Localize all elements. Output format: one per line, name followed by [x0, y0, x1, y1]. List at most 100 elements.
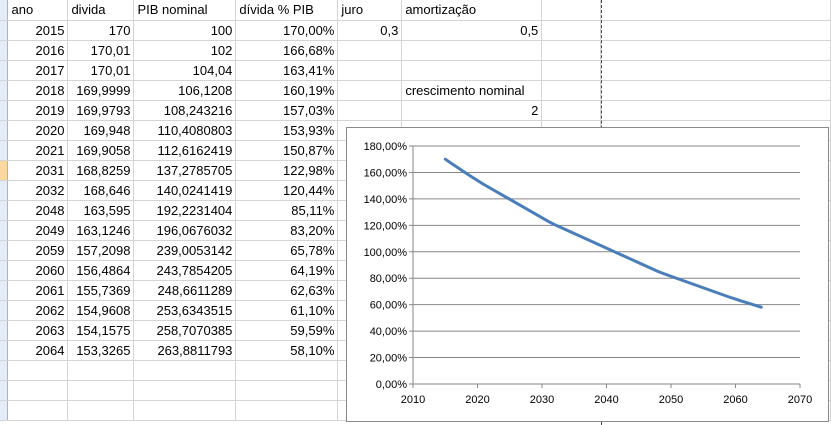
header-cell[interactable]: ano	[7, 0, 69, 21]
empty-cell[interactable]	[235, 360, 339, 381]
cell-ano[interactable]: 2019	[7, 100, 69, 121]
cell-ano[interactable]: 2032	[7, 180, 69, 201]
empty-cell[interactable]	[600, 40, 831, 61]
cell-ano[interactable]: 2020	[7, 120, 69, 141]
empty-cell[interactable]	[600, 100, 831, 121]
cell-pib-nominal[interactable]: 104,04	[133, 60, 237, 81]
empty-cell[interactable]	[541, 40, 602, 61]
empty-cell[interactable]	[7, 400, 69, 421]
cell-divida-pct-pib[interactable]: 170,00%	[235, 20, 339, 41]
header-cell[interactable]: juro	[337, 0, 403, 21]
cell-divida-pct-pib[interactable]: 85,11%	[235, 200, 339, 221]
cell-pib-nominal[interactable]: 253,6343515	[133, 300, 237, 321]
cell-pib-nominal[interactable]: 263,8811793	[133, 340, 237, 361]
cell-ano[interactable]: 2060	[7, 260, 69, 281]
cell-ano[interactable]: 2064	[7, 340, 69, 361]
cell-divida-pct-pib[interactable]: 166,68%	[235, 40, 339, 61]
empty-cell[interactable]	[541, 100, 602, 121]
cell-divida-pct-pib[interactable]: 163,41%	[235, 60, 339, 81]
line-chart[interactable]: 0,00% 20,00% 40,00% 60,00% 80,00% 100,00% 120,…	[346, 127, 829, 422]
cell-pib-nominal[interactable]: 239,0053142	[133, 240, 237, 261]
empty-cell[interactable]	[600, 20, 831, 41]
cell-pib-nominal[interactable]: 258,7070385	[133, 320, 237, 341]
empty-cell[interactable]	[235, 380, 339, 401]
cell-divida-pct-pib[interactable]: 150,87%	[235, 140, 339, 161]
cell-divida-pct-pib[interactable]: 153,93%	[235, 120, 339, 141]
empty-cell[interactable]	[133, 360, 237, 381]
cell-juro[interactable]	[337, 60, 403, 81]
cell-divida-pct-pib[interactable]: 120,44%	[235, 180, 339, 201]
cell-ano[interactable]: 2061	[7, 280, 69, 301]
cell-divida[interactable]: 163,595	[67, 200, 135, 221]
cell-divida-pct-pib[interactable]: 62,63%	[235, 280, 339, 301]
cell-pib-nominal[interactable]: 108,243216	[133, 100, 237, 121]
cell-ano[interactable]: 2062	[7, 300, 69, 321]
cell-divida-pct-pib[interactable]: 61,10%	[235, 300, 339, 321]
cell-divida[interactable]: 169,9793	[67, 100, 135, 121]
empty-cell[interactable]	[7, 380, 69, 401]
cell-amortizacao[interactable]: 2	[401, 100, 543, 121]
header-cell[interactable]: divida	[67, 0, 135, 21]
empty-cell[interactable]	[600, 60, 831, 81]
cell-ano[interactable]: 2031	[7, 160, 69, 181]
cell-divida[interactable]: 169,9058	[67, 140, 135, 161]
empty-cell[interactable]	[541, 0, 602, 21]
cell-juro[interactable]	[337, 80, 403, 101]
cell-divida-pct-pib[interactable]: 83,20%	[235, 220, 339, 241]
cell-ano[interactable]: 2015	[7, 20, 69, 41]
empty-cell[interactable]	[67, 400, 135, 421]
cell-ano[interactable]: 2016	[7, 40, 69, 61]
cell-divida-pct-pib[interactable]: 58,10%	[235, 340, 339, 361]
cell-pib-nominal[interactable]: 243,7854205	[133, 260, 237, 281]
cell-divida[interactable]: 168,646	[67, 180, 135, 201]
cell-amortizacao[interactable]	[401, 40, 543, 61]
cell-divida[interactable]: 169,9999	[67, 80, 135, 101]
cell-pib-nominal[interactable]: 196,0676032	[133, 220, 237, 241]
cell-juro[interactable]	[337, 100, 403, 121]
empty-cell[interactable]	[7, 360, 69, 381]
header-cell[interactable]: amortização	[401, 0, 543, 21]
cell-divida[interactable]: 170,01	[67, 40, 135, 61]
cell-pib-nominal[interactable]: 112,6162419	[133, 140, 237, 161]
cell-divida[interactable]: 163,1246	[67, 220, 135, 241]
cell-ano[interactable]: 2049	[7, 220, 69, 241]
cell-ano[interactable]: 2063	[7, 320, 69, 341]
cell-amortizacao[interactable]	[401, 60, 543, 81]
cell-ano[interactable]: 2048	[7, 200, 69, 221]
cell-divida[interactable]: 157,2098	[67, 240, 135, 261]
cell-divida-pct-pib[interactable]: 64,19%	[235, 260, 339, 281]
cell-divida[interactable]: 156,4864	[67, 260, 135, 281]
cell-divida[interactable]: 153,3265	[67, 340, 135, 361]
empty-cell[interactable]	[600, 0, 831, 21]
cell-pib-nominal[interactable]: 106,1208	[133, 80, 237, 101]
cell-juro[interactable]: 0,3	[337, 20, 403, 41]
empty-cell[interactable]	[133, 380, 237, 401]
cell-amortizacao[interactable]: crescimento nominal	[401, 80, 543, 101]
cell-pib-nominal[interactable]: 102	[133, 40, 237, 61]
cell-divida[interactable]: 155,7369	[67, 280, 135, 301]
cell-divida-pct-pib[interactable]: 59,59%	[235, 320, 339, 341]
cell-divida[interactable]: 170	[67, 20, 135, 41]
empty-cell[interactable]	[541, 60, 602, 81]
header-cell[interactable]: PIB nominal	[133, 0, 237, 21]
cell-divida[interactable]: 168,8259	[67, 160, 135, 181]
cell-pib-nominal[interactable]: 192,2231404	[133, 200, 237, 221]
empty-cell[interactable]	[600, 80, 831, 101]
empty-cell[interactable]	[541, 80, 602, 101]
empty-cell[interactable]	[67, 360, 135, 381]
cell-divida[interactable]: 154,9608	[67, 300, 135, 321]
cell-amortizacao[interactable]: 0,5	[401, 20, 543, 41]
empty-cell[interactable]	[235, 400, 339, 421]
cell-divida-pct-pib[interactable]: 65,78%	[235, 240, 339, 261]
cell-ano[interactable]: 2017	[7, 60, 69, 81]
cell-ano[interactable]: 2059	[7, 240, 69, 261]
header-cell[interactable]: dívida % PIB	[235, 0, 339, 21]
cell-pib-nominal[interactable]: 137,2785705	[133, 160, 237, 181]
cell-pib-nominal[interactable]: 100	[133, 20, 237, 41]
cell-pib-nominal[interactable]: 140,0241419	[133, 180, 237, 201]
empty-cell[interactable]	[133, 400, 237, 421]
cell-juro[interactable]	[337, 40, 403, 61]
cell-pib-nominal[interactable]: 248,6611289	[133, 280, 237, 301]
cell-divida-pct-pib[interactable]: 122,98%	[235, 160, 339, 181]
cell-divida-pct-pib[interactable]: 160,19%	[235, 80, 339, 101]
